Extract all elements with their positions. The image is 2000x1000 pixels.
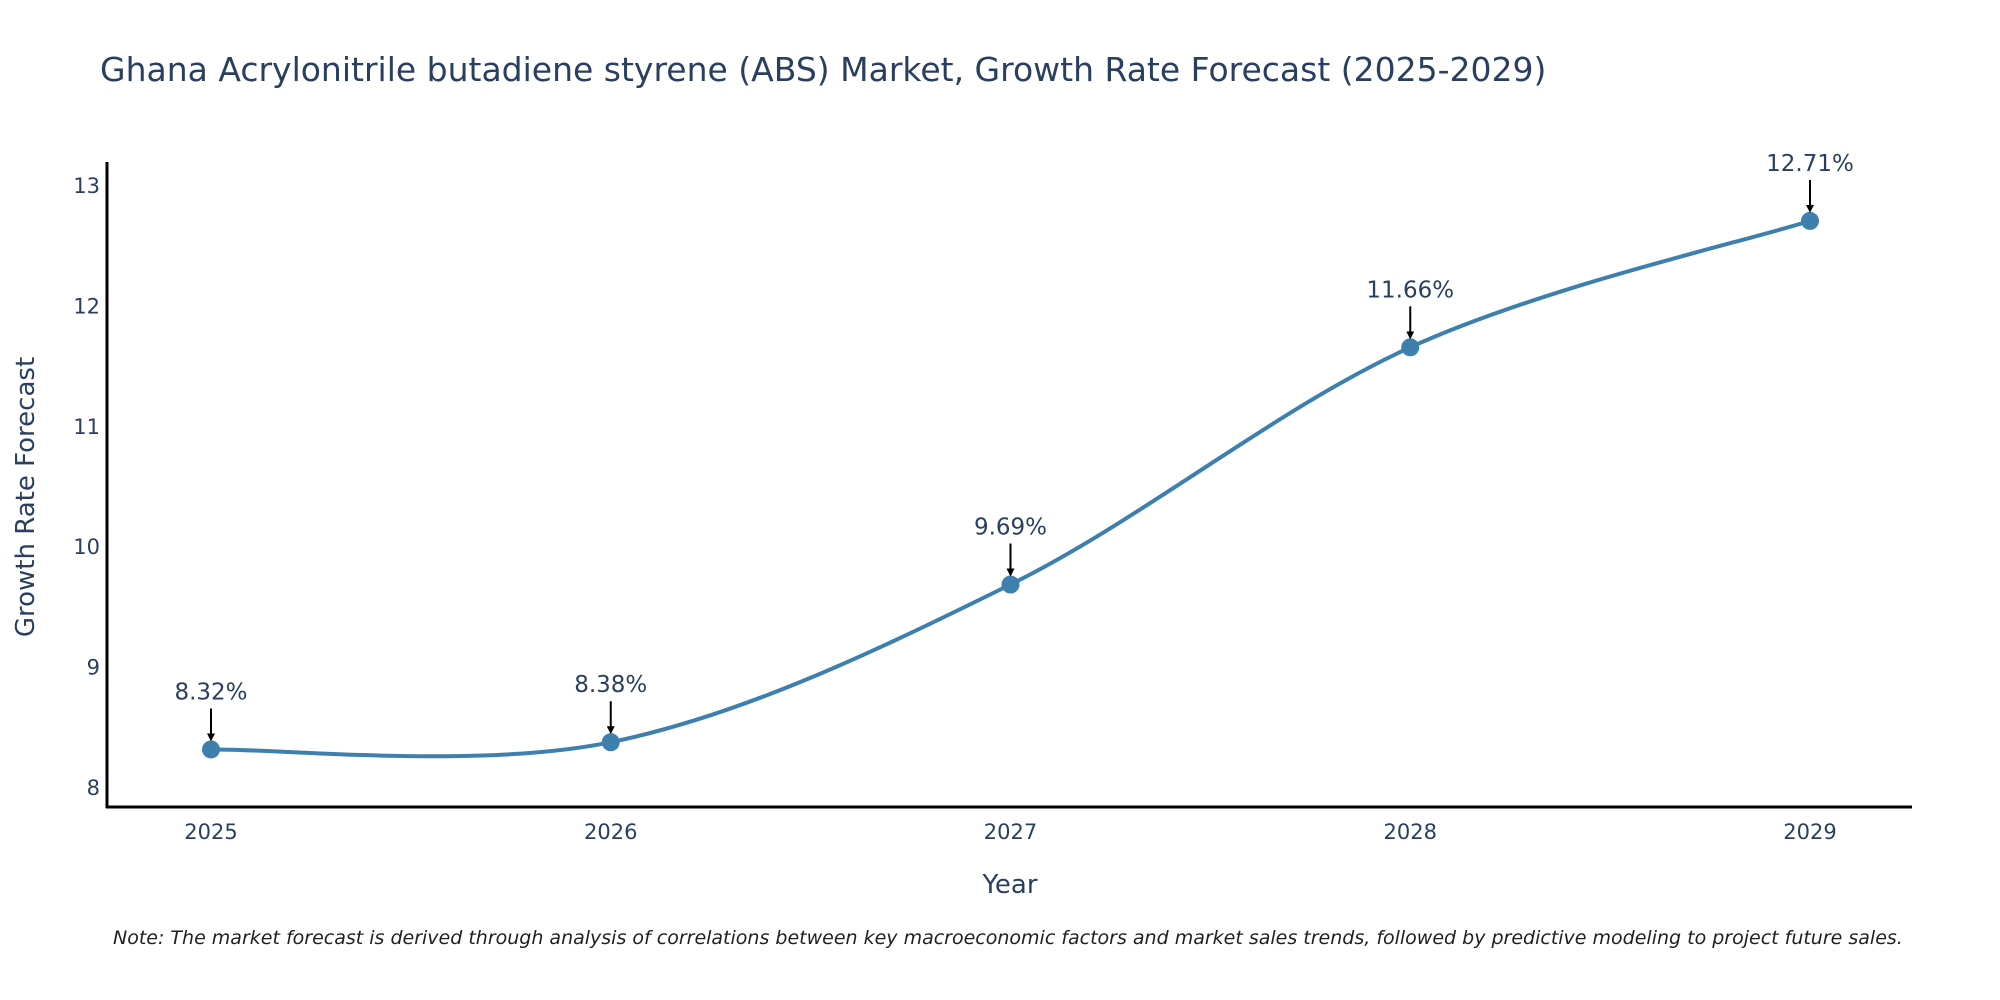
data-point-2029	[1801, 211, 1819, 230]
data-point-2028	[1401, 338, 1420, 357]
data-annotations: 8.32% 8.38% 9.69% 11.66% 12.71%	[174, 151, 1854, 742]
x-axis-ticks: 2025 2026 2027 2028 2029	[184, 820, 1836, 844]
data-label: 11.66%	[1366, 277, 1454, 303]
y-axis-title: Growth Rate Forecast	[11, 357, 41, 637]
chart-note: Note: The market forecast is derived thr…	[113, 927, 1903, 949]
series-line	[209, 218, 1812, 759]
data-point-2027	[1001, 575, 1020, 594]
y-tick-label: 8	[87, 776, 100, 800]
y-tick-label: 9	[87, 656, 100, 680]
y-tick-label: 10	[73, 535, 100, 559]
data-label: 9.69%	[974, 515, 1047, 541]
data-label: 8.38%	[574, 672, 647, 698]
data-point-2026	[601, 733, 620, 752]
data-label: 12.71%	[1766, 151, 1854, 177]
chart-title: Ghana Acrylonitrile butadiene styrene (A…	[100, 50, 1546, 89]
x-tick-label: 2025	[184, 820, 237, 844]
y-axis-ticks: 8 9 10 11 12 13	[73, 174, 100, 800]
x-tick-label: 2029	[1783, 820, 1836, 844]
x-axis-title: Year	[981, 870, 1037, 900]
x-tick-label: 2028	[1384, 820, 1437, 844]
data-label: 8.32%	[174, 679, 247, 705]
x-tick-label: 2026	[584, 820, 637, 844]
data-point-2025	[202, 740, 220, 759]
data-markers	[202, 211, 1819, 759]
y-tick-label: 13	[73, 174, 100, 198]
y-tick-label: 11	[73, 415, 100, 439]
y-tick-label: 12	[73, 294, 100, 318]
x-tick-label: 2027	[984, 820, 1037, 844]
